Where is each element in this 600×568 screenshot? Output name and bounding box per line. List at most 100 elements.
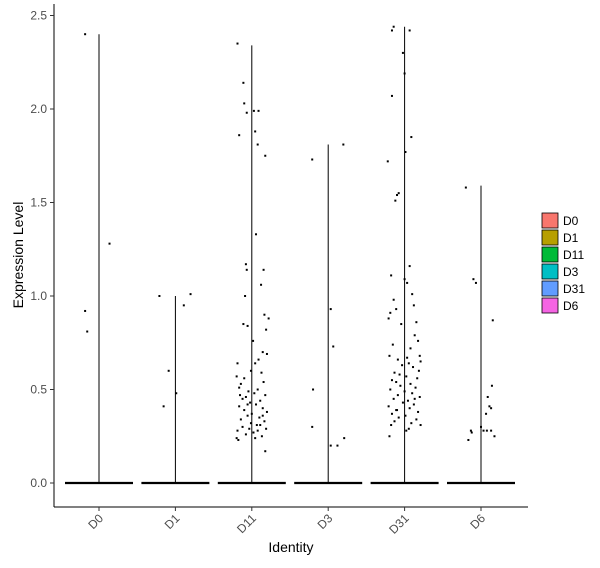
- data-point: [412, 304, 415, 307]
- data-point: [237, 438, 240, 441]
- data-point: [490, 429, 493, 432]
- data-point: [243, 377, 246, 380]
- data-point: [254, 437, 257, 440]
- data-point: [235, 375, 238, 378]
- data-point: [244, 433, 247, 436]
- data-point: [162, 405, 165, 408]
- data-point: [252, 339, 255, 342]
- data-point: [464, 186, 467, 189]
- data-point: [250, 412, 253, 415]
- data-point: [418, 395, 421, 398]
- data-point: [405, 429, 408, 432]
- data-point: [408, 407, 411, 410]
- data-point: [401, 364, 404, 367]
- data-point: [259, 424, 262, 427]
- data-point: [264, 450, 267, 453]
- legend: D0 D1 D11 D3 D31 D6: [541, 212, 585, 314]
- data-point: [246, 324, 249, 327]
- legend-label: D31: [563, 282, 585, 296]
- data-point: [413, 397, 416, 400]
- data-point: [401, 51, 404, 54]
- data-point: [469, 429, 472, 432]
- data-point: [86, 330, 89, 333]
- data-point: [390, 29, 393, 32]
- data-point: [392, 298, 395, 301]
- data-point: [175, 392, 178, 395]
- data-point: [182, 304, 185, 307]
- data-point: [239, 418, 242, 421]
- data-point: [411, 392, 414, 395]
- data-point: [390, 94, 393, 97]
- legend-key-d0: [541, 212, 559, 229]
- x-tick-label: D31: [386, 511, 412, 537]
- data-point: [395, 308, 398, 311]
- violin-d6: [447, 185, 515, 485]
- data-point: [256, 388, 259, 391]
- data-point: [260, 283, 263, 286]
- data-point: [245, 111, 248, 114]
- data-point: [406, 399, 409, 402]
- y-tick-label: 0.5: [30, 383, 47, 397]
- x-tick-label: D1: [162, 511, 183, 532]
- data-point: [254, 130, 257, 133]
- data-point: [412, 403, 415, 406]
- legend-key-d1: [541, 229, 559, 246]
- data-point: [404, 151, 407, 154]
- data-point: [261, 414, 264, 417]
- legend-label: D11: [563, 248, 584, 262]
- data-point: [84, 309, 87, 312]
- data-point: [415, 418, 418, 421]
- violin-d0: [65, 34, 133, 485]
- data-point: [167, 369, 170, 372]
- data-point: [256, 143, 259, 146]
- data-point: [244, 295, 247, 297]
- x-axis-title: Identity: [268, 539, 313, 555]
- data-point: [408, 29, 411, 32]
- data-point: [261, 351, 264, 354]
- data-point: [415, 321, 418, 324]
- data-point: [390, 274, 393, 277]
- data-point: [398, 373, 401, 376]
- axes: 0.0 0.5 1.0 1.5 2.0 2.5 D0 D1 D11 D3 D31 D6: [30, 4, 528, 537]
- data-point: [259, 399, 262, 402]
- data-point: [158, 295, 161, 297]
- y-tick-label: 1.0: [30, 289, 47, 303]
- data-point: [387, 405, 390, 408]
- data-point: [312, 388, 315, 391]
- data-points: [84, 25, 496, 453]
- data-point: [390, 379, 393, 382]
- data-point: [417, 410, 420, 413]
- data-point: [263, 313, 266, 316]
- data-point: [189, 293, 192, 296]
- y-tick-label: 2.5: [30, 9, 47, 23]
- data-point: [263, 420, 266, 423]
- data-point: [264, 154, 267, 157]
- data-point: [409, 347, 412, 350]
- data-point: [257, 358, 260, 361]
- violin-d11: [217, 45, 286, 485]
- data-point: [480, 425, 482, 428]
- data-point: [254, 362, 257, 365]
- data-point: [336, 444, 339, 447]
- data-point: [84, 33, 87, 36]
- data-point: [256, 429, 259, 432]
- data-point: [247, 390, 250, 393]
- data-point: [238, 405, 241, 408]
- data-point: [260, 435, 263, 438]
- data-point: [329, 444, 332, 447]
- data-point: [244, 395, 247, 398]
- legend-label: D0: [563, 214, 579, 228]
- data-point: [311, 425, 314, 428]
- data-point: [409, 382, 412, 385]
- data-point: [255, 424, 258, 427]
- violin-d31: [370, 26, 439, 485]
- data-point: [235, 437, 238, 440]
- data-point: [387, 317, 390, 320]
- data-point: [246, 414, 249, 417]
- data-point: [244, 263, 247, 266]
- data-point: [406, 356, 409, 359]
- y-axis-title: Expression Level: [10, 202, 26, 309]
- violin-d3: [294, 144, 363, 485]
- data-point: [311, 158, 314, 161]
